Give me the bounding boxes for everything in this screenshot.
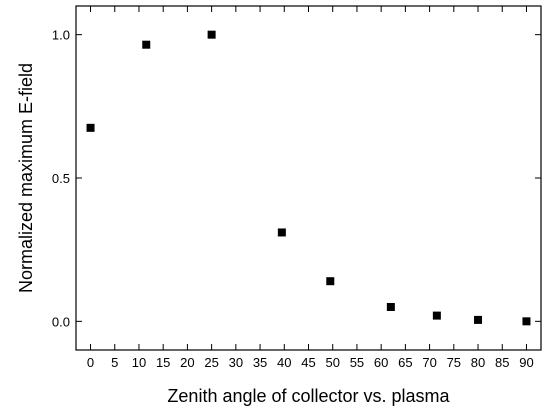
x-tick-label: 65: [398, 355, 412, 370]
plot-frame-layer: [75, 5, 542, 351]
y-tick-label: 0.5: [52, 171, 70, 186]
x-tick-label: 5: [111, 355, 118, 370]
data-point: [326, 277, 335, 286]
x-tick-label: 10: [132, 355, 146, 370]
x-tick-label: 30: [229, 355, 243, 370]
y-tick-label: 1.0: [52, 28, 70, 43]
data-point: [522, 317, 531, 326]
x-tick-label: 45: [301, 355, 315, 370]
data-point: [207, 30, 216, 39]
x-tick-label: 85: [495, 355, 509, 370]
data-point: [432, 311, 441, 320]
x-tick-label: 75: [447, 355, 461, 370]
plot-frame: [75, 5, 542, 351]
x-tick-label: 15: [156, 355, 170, 370]
data-point: [474, 315, 483, 324]
data-point: [86, 123, 95, 132]
data-point: [142, 40, 151, 49]
y-tick-label: 0.0: [52, 314, 70, 329]
data-point: [277, 228, 286, 237]
x-tick-label: 25: [204, 355, 218, 370]
x-tick-label: 55: [350, 355, 364, 370]
data-points-layer: [86, 30, 531, 326]
x-tick-label: 70: [422, 355, 436, 370]
data-point: [386, 303, 395, 311]
x-tick-label: 40: [277, 355, 291, 370]
x-tick-label: 50: [325, 355, 339, 370]
ticks-layer: 0 5 10 15 20 25 30 35 40 45 50 55 60 65 70 75 80 85 90 0.0 0…: [52, 6, 541, 370]
y-axis-label: Normalized maximum E-field: [16, 63, 36, 293]
x-tick-label: 60: [374, 355, 388, 370]
x-tick-label: 90: [519, 355, 533, 370]
x-tick-label: 80: [471, 355, 485, 370]
x-axis-label: Zenith angle of collector vs. plasma: [167, 386, 450, 406]
x-tick-label: 35: [253, 355, 267, 370]
x-tick-label: 20: [180, 355, 194, 370]
x-tick-label: 0: [87, 355, 94, 370]
